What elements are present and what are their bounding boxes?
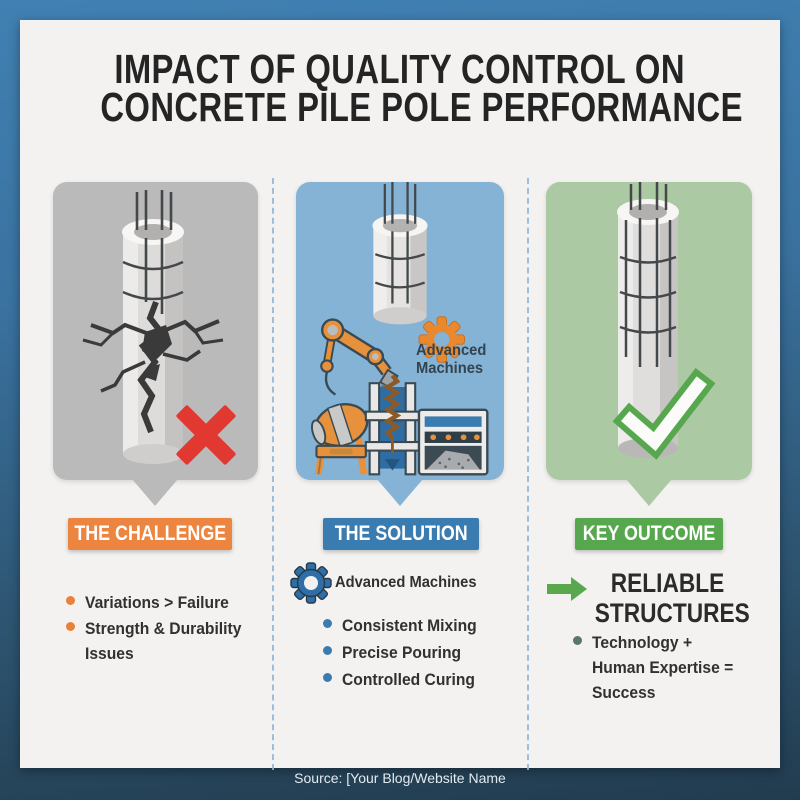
cracked-concrete-pile-icon bbox=[82, 190, 236, 465]
outcome-bullet-1: Technology + Human Expertise = Success bbox=[573, 630, 748, 705]
solution-bullet-1-text: Consistent Mixing bbox=[342, 616, 477, 635]
source-credit: Source: [Your Blog/Website Name bbox=[294, 770, 506, 786]
arrow-right-icon bbox=[547, 577, 587, 601]
advanced-machines-row: Advanced Machines bbox=[289, 561, 489, 605]
challenge-bullet-2: Strength & Durability Issues bbox=[66, 616, 281, 666]
advanced-machines-label: Advanced Machines bbox=[335, 574, 477, 591]
bullet-dot bbox=[323, 673, 332, 682]
heading-line-1: RELIABLE bbox=[610, 568, 725, 598]
outcome-bullet-1-text: Technology + Human Expertise = Success bbox=[592, 633, 734, 702]
panel-caption-advanced-machines: Advanced Machines bbox=[416, 342, 516, 378]
robotic-arm-icon bbox=[320, 318, 400, 409]
solution-bullet-2-text: Precise Pouring bbox=[342, 643, 462, 662]
outcome-panel-pointer bbox=[626, 479, 672, 506]
outcome-badge-label: KEY OUTCOME bbox=[582, 522, 716, 545]
concrete-mixer-icon bbox=[311, 403, 369, 475]
green-checkmark-icon bbox=[612, 367, 716, 460]
column-divider-2 bbox=[527, 178, 529, 770]
bullet-dot bbox=[66, 622, 75, 631]
caption-line-2: Machines bbox=[416, 360, 484, 377]
challenge-badge-label: THE CHALLENGE bbox=[74, 522, 226, 545]
challenge-badge: THE CHALLENGE bbox=[68, 518, 232, 550]
curing-oven-icon bbox=[417, 408, 489, 476]
challenge-bullet-2-text: Strength & Durability Issues bbox=[85, 619, 242, 663]
reliable-structures-heading: RELIABLE STRUCTURES bbox=[580, 568, 755, 628]
gear-icon bbox=[290, 562, 332, 604]
challenge-bullet-1: Variations > Failure bbox=[66, 590, 281, 615]
bullet-dot bbox=[66, 596, 75, 605]
pouring-mold-icon bbox=[364, 374, 421, 476]
solution-bullet-1: Consistent Mixing bbox=[323, 613, 513, 638]
solution-bullet-3: Controlled Curing bbox=[323, 667, 513, 692]
bullet-dot bbox=[573, 636, 582, 645]
challenge-panel bbox=[53, 182, 258, 480]
solution-badge-label: THE SOLUTION bbox=[334, 522, 468, 545]
solution-panel: Advanced Machines bbox=[296, 182, 504, 480]
solution-panel-pointer bbox=[377, 479, 423, 506]
bullet-dot bbox=[323, 619, 332, 628]
concrete-pile-machines-icon bbox=[311, 182, 489, 476]
column-divider-1 bbox=[272, 178, 274, 770]
gear-icon bbox=[418, 316, 466, 363]
title-line-2: CONCRETE PILE POLE PERFORMANCE bbox=[100, 84, 743, 130]
outcome-badge: KEY OUTCOME bbox=[575, 518, 723, 550]
caption-line-1: Advanced bbox=[416, 342, 487, 359]
bullet-dot bbox=[323, 646, 332, 655]
challenge-panel-pointer bbox=[132, 479, 178, 506]
infographic-card: IMPACT OF QUALITY CONTROL ON CONCRETE PI… bbox=[20, 20, 780, 770]
title-line-1: IMPACT OF QUALITY CONTROL ON bbox=[114, 46, 686, 92]
outcome-panel bbox=[546, 182, 752, 480]
solution-bullet-2: Precise Pouring bbox=[323, 640, 513, 665]
red-x-icon bbox=[176, 405, 236, 465]
challenge-bullet-1-text: Variations > Failure bbox=[85, 593, 229, 612]
page-title: IMPACT OF QUALITY CONTROL ON CONCRETE PI… bbox=[20, 46, 780, 130]
heading-line-2: STRUCTURES bbox=[594, 598, 750, 628]
concrete-pile-check-icon bbox=[612, 182, 716, 460]
solution-bullet-3-text: Controlled Curing bbox=[342, 670, 475, 689]
solution-badge: THE SOLUTION bbox=[323, 518, 479, 550]
